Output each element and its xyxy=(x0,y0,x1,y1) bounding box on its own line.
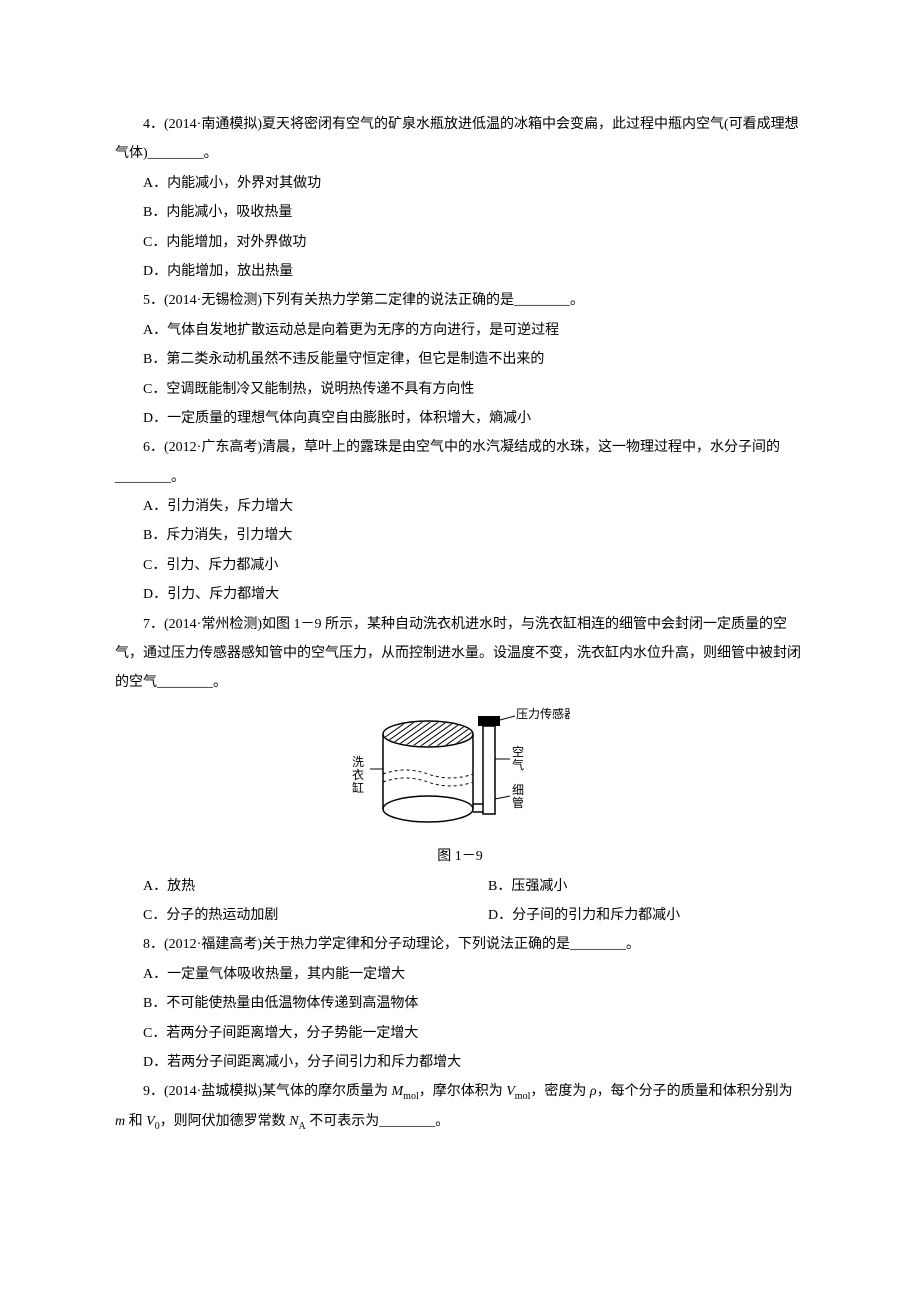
q4-option-c: C．内能增加，对外界做功 xyxy=(115,228,805,257)
q7-stem-a: 7．(2014· xyxy=(143,617,201,632)
q8-stem: 8．(2012·福建高考)关于热力学定律和分子动理论，下列说法正确的是_____… xyxy=(115,930,805,959)
q5-option-d: D．一定质量的理想气体向真空自由膨胀时，体积增大，熵减小 xyxy=(115,404,805,433)
q4-option-a: A．内能减小，外界对其做功 xyxy=(115,169,805,198)
label-tub3: 缸 xyxy=(352,780,364,795)
q6-option-a: A．引力消失，斥力增大 xyxy=(115,492,805,521)
q7-options-row1: A．放热 B．压强减小 xyxy=(115,872,805,901)
q5-stem-src: 无锡检测 xyxy=(201,293,257,308)
label-air: 空 xyxy=(512,745,524,759)
q4-option-b: B．内能减小，吸收热量 xyxy=(115,198,805,227)
q7-stem-src: 常州检测 xyxy=(201,617,257,632)
q6-option-d: D．引力、斥力都增大 xyxy=(115,580,805,609)
q7-fig-caption: 图 1－9 xyxy=(115,842,805,871)
label-tube: 细 xyxy=(512,783,524,797)
q7-figure: 压力传感器 空 气 细 管 洗 衣 缸 xyxy=(115,704,805,840)
q7-option-d: D．分子间的引力和斥力都减小 xyxy=(460,901,805,930)
q6-option-c: C．引力、斥力都减小 xyxy=(115,551,805,580)
washing-machine-diagram-icon: 压力传感器 空 气 细 管 洗 衣 缸 xyxy=(350,704,570,829)
q8-option-a: A．一定量气体吸收热量，其内能一定增大 xyxy=(115,960,805,989)
q4-stem-a: 4．(2014· xyxy=(143,117,201,132)
q5-stem: 5．(2014·无锡检测)下列有关热力学第二定律的说法正确的是________。 xyxy=(115,286,805,315)
q4-stem-src: 南通模拟 xyxy=(201,117,257,132)
q5-stem-b: )下列有关热力学第二定律的说法正确的是________。 xyxy=(257,293,584,308)
q5-option-b: B．第二类永动机虽然不违反能量守恒定律，但它是制造不出来的 xyxy=(115,345,805,374)
q5-option-a: A．气体自发地扩散运动总是向着更为无序的方向进行，是可逆过程 xyxy=(115,316,805,345)
q8-option-c: C．若两分子间距离增大，分子势能一定增大 xyxy=(115,1019,805,1048)
q7-option-a: A．放热 xyxy=(115,872,460,901)
q9-stem: 9．(2014·盐城模拟)某气体的摩尔质量为 Mmol，摩尔体积为 Vmol，密… xyxy=(115,1077,805,1137)
q7-option-c: C．分子的热运动加剧 xyxy=(115,901,460,930)
q5-option-c: C．空调既能制冷又能制热，说明热传递不具有方向性 xyxy=(115,375,805,404)
q7-option-b: B．压强减小 xyxy=(460,872,805,901)
q8-stem-a: 8．(2012· xyxy=(143,937,201,952)
q6-stem-a: 6．(2012· xyxy=(143,440,201,455)
q6-stem-src: 广东高考 xyxy=(201,440,257,455)
q9-stem-src: 盐城模拟 xyxy=(201,1084,257,1099)
label-tub2: 衣 xyxy=(352,767,364,782)
q4-stem: 4．(2014·南通模拟)夏天将密闭有空气的矿泉水瓶放进低温的冰箱中会变扁，此过… xyxy=(115,110,805,169)
q6-stem: 6．(2012·广东高考)清晨，草叶上的露珠是由空气中的水汽凝结成的水珠，这一物… xyxy=(115,433,805,492)
label-air2: 气 xyxy=(512,757,524,772)
q7-stem: 7．(2014·常州检测)如图 1－9 所示，某种自动洗衣机进水时，与洗衣缸相连… xyxy=(115,610,805,698)
q6-option-b: B．斥力消失，引力增大 xyxy=(115,521,805,550)
q9-stem-a: 9．(2014· xyxy=(143,1084,201,1099)
q8-stem-src: 福建高考 xyxy=(201,937,257,952)
label-tube2: 管 xyxy=(512,795,524,810)
label-tub: 洗 xyxy=(352,755,364,769)
label-sensor: 压力传感器 xyxy=(516,706,570,721)
q4-option-d: D．内能增加，放出热量 xyxy=(115,257,805,286)
q7-options-row2: C．分子的热运动加剧 D．分子间的引力和斥力都减小 xyxy=(115,901,805,930)
q8-stem-b: )关于热力学定律和分子动理论，下列说法正确的是________。 xyxy=(257,937,640,952)
q8-option-b: B．不可能使热量由低温物体传递到高温物体 xyxy=(115,989,805,1018)
q5-stem-a: 5．(2014· xyxy=(143,293,201,308)
q8-option-d: D．若两分子间距离减小，分子间引力和斥力都增大 xyxy=(115,1048,805,1077)
